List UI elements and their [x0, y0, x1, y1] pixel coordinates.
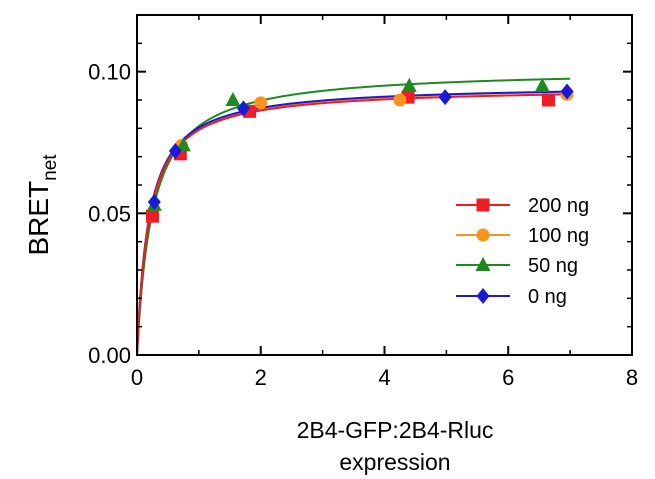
- fit-curve: [136, 77, 571, 356]
- data-point: [254, 96, 268, 110]
- data-point: [145, 209, 159, 223]
- data-point: [541, 93, 555, 107]
- legend-label: 0 ng: [528, 286, 567, 308]
- data-point: [401, 77, 417, 92]
- data-point: [438, 89, 452, 106]
- legend-marker: [475, 257, 491, 271]
- data-point: [225, 92, 241, 106]
- data-point: [560, 83, 574, 100]
- y-axis-title-subscript: net: [40, 154, 61, 181]
- data-points: [145, 77, 574, 223]
- y-tick-label: 0.00: [88, 343, 131, 368]
- x-tick-label: 4: [378, 365, 390, 390]
- x-tick-label: 2: [255, 365, 267, 390]
- legend-marker: [476, 228, 490, 242]
- legend-marker: [476, 198, 490, 212]
- data-point: [236, 100, 250, 117]
- axis-ticks: 0 2 4 6 8 0.00 0.05 0.10: [88, 15, 638, 390]
- data-point: [147, 194, 161, 210]
- fit-curve: [136, 90, 571, 356]
- data-point: [534, 77, 550, 92]
- legend-label: 100 ng: [528, 225, 589, 247]
- x-axis-title-line2: expression: [339, 449, 450, 475]
- x-axis-title-line1: 2B4-GFP:2B4-Rluc: [297, 417, 494, 443]
- y-tick-label: 0.10: [88, 60, 131, 85]
- data-point: [168, 143, 182, 159]
- y-axis-title-main: BRET: [23, 181, 54, 256]
- data-point: [393, 93, 407, 107]
- legend: 200 ng 100 ng 50 ng 0 ng: [456, 195, 589, 308]
- x-tick-label: 8: [626, 365, 638, 390]
- x-tick-label: 6: [502, 365, 514, 390]
- legend-label: 50 ng: [528, 255, 578, 277]
- y-axis-title: BRETnet: [23, 154, 61, 256]
- legend-marker: [476, 288, 490, 304]
- x-tick-label: 0: [131, 365, 143, 390]
- fit-curve: [136, 93, 571, 356]
- data-point: [175, 137, 191, 152]
- legend-label: 200 ng: [528, 195, 589, 217]
- fit-curves: [136, 77, 571, 356]
- fit-curve: [136, 90, 571, 356]
- y-tick-label: 0.05: [88, 201, 131, 226]
